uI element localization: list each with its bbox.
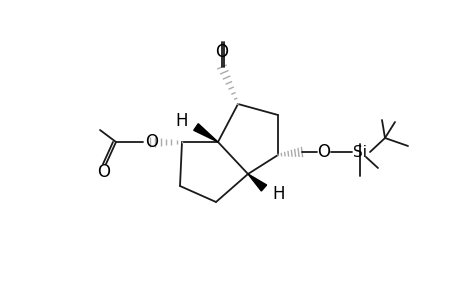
Text: Si: Si — [352, 145, 366, 160]
Text: H: H — [271, 185, 284, 203]
Text: O: O — [317, 143, 330, 161]
Text: H: H — [175, 112, 188, 130]
Polygon shape — [193, 124, 218, 142]
Polygon shape — [247, 174, 266, 191]
Text: O: O — [145, 133, 158, 151]
Text: O: O — [215, 43, 228, 61]
Text: O: O — [97, 163, 110, 181]
